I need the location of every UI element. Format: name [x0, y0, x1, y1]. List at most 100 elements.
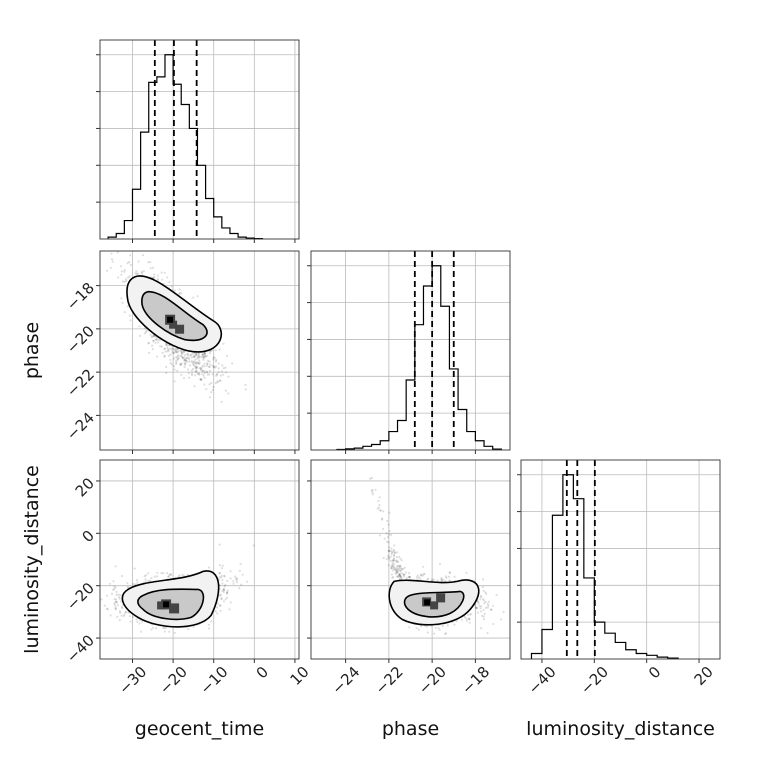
sample-point: [420, 625, 423, 628]
sample-point: [166, 344, 169, 347]
sample-point: [209, 363, 212, 366]
sample-point: [208, 369, 212, 372]
sample-point: [173, 380, 176, 383]
sample-point: [437, 627, 440, 630]
sample-point: [144, 574, 147, 577]
sample-point: [121, 280, 124, 283]
sample-point: [117, 596, 121, 599]
sample-point: [150, 577, 153, 580]
sample-point: [200, 366, 203, 369]
sample-point: [216, 606, 219, 609]
sample-point: [399, 575, 402, 578]
sample-point: [402, 575, 406, 578]
sample-point: [392, 557, 396, 560]
sample-point: [392, 575, 395, 579]
sample-point: [422, 573, 425, 576]
sample-point: [124, 611, 128, 614]
contour-inner: [137, 588, 205, 621]
sample-point: [389, 533, 393, 537]
sample-point: [195, 366, 199, 370]
sample-point: [124, 610, 127, 614]
sample-point: [387, 541, 390, 544]
sample-point: [224, 366, 227, 369]
sample-point: [131, 582, 134, 586]
sample-point: [238, 569, 241, 573]
sample-point: [176, 348, 179, 351]
sample-point: [229, 577, 232, 580]
sample-point: [110, 252, 113, 255]
sample-point: [480, 627, 483, 630]
sample-point: [216, 373, 219, 376]
sample-point: [188, 376, 191, 379]
sample-point: [165, 342, 168, 346]
sample-point: [212, 358, 215, 361]
sample-point: [397, 560, 400, 564]
sample-point: [221, 364, 224, 367]
sample-point: [234, 577, 238, 580]
sample-point: [215, 365, 218, 368]
sample-point: [134, 583, 137, 586]
sample-point: [138, 325, 141, 328]
sample-point: [391, 559, 395, 562]
contour-inner: [141, 290, 208, 342]
sample-point: [156, 571, 159, 574]
sample-point: [172, 351, 175, 354]
density-peak-bin: [163, 601, 170, 608]
sample-point: [168, 630, 171, 633]
sample-point: [166, 346, 169, 349]
sample-point: [484, 591, 487, 594]
sample-point: [481, 614, 484, 618]
sample-point: [398, 555, 401, 558]
sample-point: [153, 335, 156, 338]
sample-point: [390, 573, 393, 576]
sample-point: [403, 566, 406, 569]
sample-point: [482, 618, 485, 621]
sample-point: [159, 345, 162, 348]
sample-point: [396, 575, 399, 578]
sample-point: [236, 577, 239, 580]
histogram-phase: [336, 265, 502, 451]
sample-point: [419, 577, 422, 580]
sample-point: [387, 533, 391, 536]
sample-point: [206, 371, 209, 374]
sample-point: [396, 570, 400, 573]
sample-point: [176, 369, 179, 372]
sample-point: [477, 602, 480, 605]
density-core-bin: [175, 324, 185, 334]
sample-point: [391, 563, 394, 566]
sample-point: [194, 374, 197, 377]
sample-point: [96, 611, 98, 613]
sample-point: [418, 576, 421, 579]
sample-point: [118, 597, 121, 600]
sample-point: [485, 592, 488, 595]
sample-point: [387, 564, 390, 567]
sample-point: [144, 580, 147, 583]
sample-point: [440, 578, 443, 581]
sample-point: [136, 620, 139, 623]
sample-point: [465, 617, 468, 620]
sample-point: [393, 562, 396, 566]
sample-point: [383, 537, 386, 540]
sample-point: [116, 251, 119, 254]
sample-point: [444, 633, 447, 636]
sample-point: [218, 379, 221, 382]
sample-point: [210, 391, 213, 394]
sample-point: [167, 354, 171, 357]
sample-point: [186, 357, 189, 360]
sample-point: [191, 362, 195, 365]
sample-point: [222, 373, 225, 376]
sample-point: [160, 345, 163, 348]
sample-point: [155, 337, 158, 340]
sample-point: [482, 608, 485, 612]
sample-point: [244, 388, 247, 391]
sample-point: [228, 608, 231, 611]
sample-point: [455, 620, 458, 623]
sample-point: [140, 630, 143, 633]
sample-point: [200, 378, 203, 381]
sample-point: [198, 361, 201, 364]
sample-point: [387, 554, 390, 557]
sample-point: [123, 270, 126, 273]
sample-point: [392, 566, 395, 570]
sample-point: [478, 605, 481, 608]
sample-point: [171, 348, 174, 351]
